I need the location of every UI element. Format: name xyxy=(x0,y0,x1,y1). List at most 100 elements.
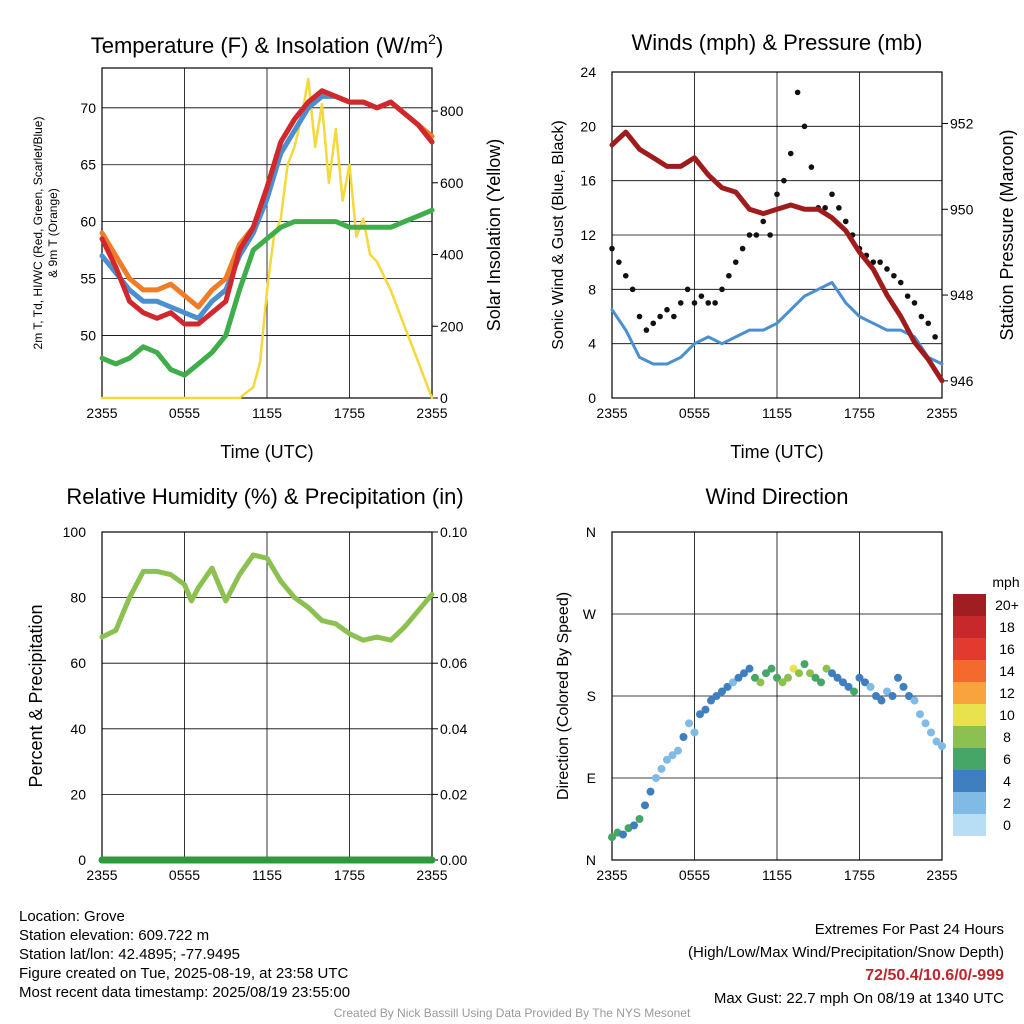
direction-point xyxy=(756,678,765,687)
extremes-values: 72/50.4/10.6/0/-999 xyxy=(865,967,1004,984)
direction-point xyxy=(822,664,831,673)
direction-point xyxy=(855,673,864,682)
direction-point xyxy=(817,678,825,687)
y-tick-label: 24 xyxy=(580,64,596,80)
direction-point xyxy=(690,728,699,737)
x-tick-label: 2355 xyxy=(926,867,957,883)
gust-point xyxy=(842,218,849,225)
colorbar-label: 14 xyxy=(999,663,1015,679)
colorbar-swatch xyxy=(953,682,986,704)
gust-point xyxy=(829,191,835,198)
y2-tick-label: 952 xyxy=(950,115,974,131)
y-tick-label: N xyxy=(586,524,596,540)
y-tick-label: 16 xyxy=(580,173,596,189)
direction-point xyxy=(905,692,913,700)
max-gust: Max Gust: 22.7 mph On 08/19 at 1340 UTC xyxy=(713,990,1004,1007)
colorbar-swatch xyxy=(953,814,986,836)
direction-point xyxy=(657,764,666,773)
x-tick-label: 0555 xyxy=(679,405,710,421)
colorbar-label: 4 xyxy=(1003,773,1011,789)
gust-point xyxy=(712,300,718,306)
recent-timestamp: Most recent data timestamp: 2025/08/19 2… xyxy=(19,984,351,1001)
y-tick-label: 100 xyxy=(63,524,87,540)
y2-tick-label: 200 xyxy=(440,318,464,334)
direction-point xyxy=(938,742,946,751)
direction-point xyxy=(800,660,809,669)
direction-point xyxy=(888,692,897,700)
direction-point xyxy=(806,669,814,678)
gust-point xyxy=(774,191,780,198)
y-tick-label: 60 xyxy=(70,655,86,671)
direction-point xyxy=(674,746,682,755)
gust-point xyxy=(650,320,657,327)
direction-point xyxy=(635,815,644,823)
gust-point xyxy=(609,245,615,252)
y-tick-label: 8 xyxy=(588,281,596,297)
y-axis-label: Direction (Colored By Speed) xyxy=(555,592,572,800)
colorbar-swatch xyxy=(953,616,986,638)
gust-point xyxy=(684,286,691,293)
direction-point xyxy=(811,673,820,682)
gust-point xyxy=(657,313,663,320)
x-tick-label: 1755 xyxy=(334,867,365,883)
chart-title: Wind Direction xyxy=(705,484,848,509)
y-tick-label: 40 xyxy=(70,721,86,737)
y-tick-label: N xyxy=(586,852,596,868)
direction-point xyxy=(828,669,836,678)
gust-point xyxy=(671,313,677,320)
direction-point xyxy=(734,673,743,682)
direction-point xyxy=(932,737,941,746)
colorbar-swatch xyxy=(953,660,986,682)
colorbar-label: 18 xyxy=(999,619,1015,635)
direction-point xyxy=(707,696,715,705)
direction-point xyxy=(718,687,726,696)
direction-point xyxy=(877,696,886,705)
direction-point xyxy=(883,687,891,696)
direction-point xyxy=(696,710,704,719)
y-tick-label: 20 xyxy=(70,786,86,802)
direction-point xyxy=(850,687,858,696)
x-tick-label: 1155 xyxy=(252,867,282,883)
y2-tick-label: 0.04 xyxy=(440,721,467,737)
station-info: Location: Grove Station elevation: 609.7… xyxy=(19,907,350,1002)
gust-point xyxy=(822,205,828,211)
gust-point xyxy=(925,320,932,327)
direction-point xyxy=(679,733,688,741)
gust-point xyxy=(691,300,698,306)
gust-point xyxy=(767,232,773,238)
direction-point xyxy=(751,673,759,682)
y-tick-label: 70 xyxy=(80,100,96,116)
gust-point xyxy=(732,259,739,265)
gust-point xyxy=(891,272,897,279)
y2-tick-label: 946 xyxy=(950,373,974,389)
y-tick-label: 12 xyxy=(580,227,596,243)
y-tick-label: 65 xyxy=(80,157,96,173)
y2-tick-label: 0.08 xyxy=(440,590,467,606)
colorbar-label: 8 xyxy=(1003,729,1011,745)
dewpoint-line xyxy=(99,207,435,378)
colorbar-label: 12 xyxy=(999,685,1015,701)
gust-point xyxy=(622,272,629,279)
y-tick-label: 4 xyxy=(588,336,596,352)
direction-point xyxy=(646,787,655,796)
y2-axis-label: Station Pressure (Maroon) xyxy=(997,129,1017,340)
y-axis-label: 2m T, Td, HI/WC (Red, Green, Scarlet/Blu… xyxy=(31,117,45,350)
gust-point xyxy=(739,245,746,252)
y-tick-label: 0 xyxy=(78,852,86,868)
insolation-line xyxy=(100,77,434,400)
y-tick-label: 60 xyxy=(80,214,96,230)
gust-point xyxy=(629,286,636,293)
x-tick-label: 1755 xyxy=(844,405,875,421)
x-tick-label: 0555 xyxy=(679,867,710,883)
colorbar-swatch xyxy=(953,594,986,616)
y2-tick-label: 400 xyxy=(440,247,464,263)
gust-point xyxy=(787,150,794,157)
gust-point xyxy=(664,306,670,313)
direction-point xyxy=(861,678,869,687)
direction-point xyxy=(921,719,930,728)
direction-point xyxy=(773,673,781,682)
x-tick-label: 2355 xyxy=(86,405,117,421)
colorbar-label: 2 xyxy=(1003,795,1011,811)
gust-point xyxy=(801,123,808,130)
gust-point xyxy=(698,293,705,299)
